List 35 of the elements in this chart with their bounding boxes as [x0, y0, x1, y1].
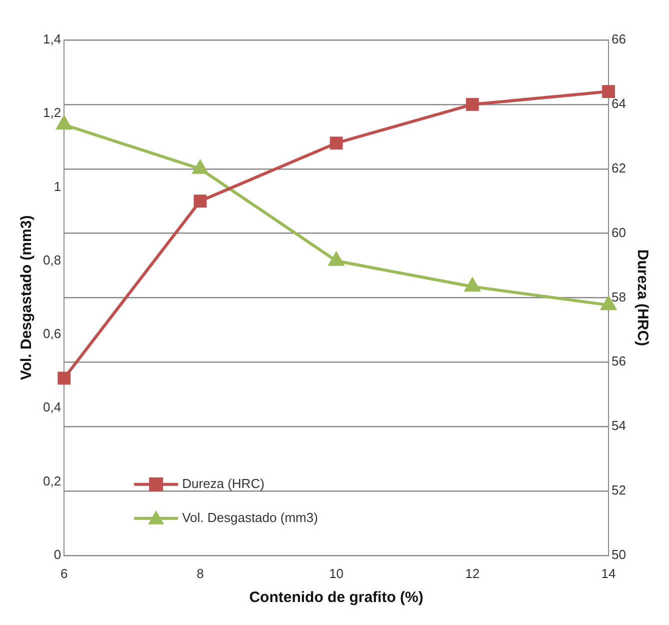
y-tick-label: 1,4: [42, 32, 62, 47]
y2-tick-label: 54: [612, 418, 626, 434]
legend-label: Vol. Desgastado (mm3): [182, 510, 318, 525]
y-tick-label: 0,2: [42, 473, 62, 488]
legend-label: Dureza (HRC): [182, 476, 264, 491]
y-tick-label: 1,2: [42, 105, 62, 120]
point: [466, 98, 479, 111]
point: [194, 194, 207, 208]
y-tick-label: 0,6: [42, 326, 62, 342]
point: [192, 160, 208, 174]
x-axis-title: Contenido de grafito (%): [249, 589, 424, 606]
y-tick-label: 1: [54, 178, 62, 194]
point: [328, 252, 344, 266]
x-tick-label: 14: [601, 566, 616, 581]
y2-tick-label: 50: [612, 546, 626, 562]
y2-tick-label: 60: [612, 224, 626, 240]
point: [330, 136, 343, 150]
point: [58, 372, 71, 385]
y2-tick-label: 56: [612, 354, 626, 369]
y2-axis-title: Dureza (HRC): [634, 249, 651, 346]
y-tick-label: 0,8: [42, 252, 62, 268]
point: [602, 85, 615, 98]
x-tick-label: 6: [60, 566, 68, 581]
y2-tick-label: 64: [612, 96, 626, 112]
y-axis-title: Vol. Desgastado (mm3): [18, 215, 36, 380]
x-tick-label: 8: [196, 566, 204, 581]
point: [464, 278, 480, 292]
y2-tick-label: 58: [612, 289, 626, 304]
y2-tick-label: 52: [612, 482, 626, 498]
y-tick-label: 0,4: [42, 400, 62, 415]
y2-tick-label: 66: [612, 32, 626, 47]
y-tick-label: 0: [54, 546, 62, 562]
y2-tick-label: 62: [612, 160, 626, 176]
x-tick-label: 12: [465, 566, 480, 581]
x-tick-label: 10: [329, 566, 344, 581]
